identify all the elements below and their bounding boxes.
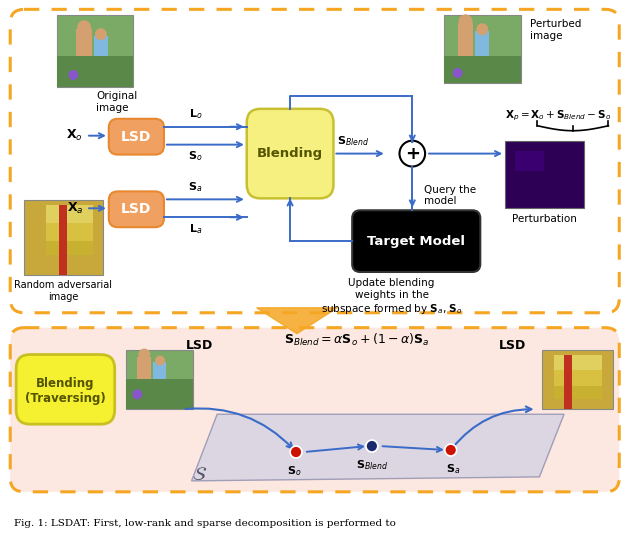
Text: Blending
(Traversing): Blending (Traversing) xyxy=(25,377,106,405)
Bar xyxy=(138,357,151,397)
Bar xyxy=(554,370,602,386)
Text: $\mathbf{S}_{Blend}$: $\mathbf{S}_{Blend}$ xyxy=(337,134,369,148)
Polygon shape xyxy=(257,308,337,334)
Text: $\mathbf{X}_o$: $\mathbf{X}_o$ xyxy=(67,128,83,143)
Bar xyxy=(564,354,572,409)
Circle shape xyxy=(399,141,425,166)
Text: Target Model: Target Model xyxy=(367,235,465,248)
Text: $\mathbf{S}_a$: $\mathbf{S}_a$ xyxy=(445,462,460,476)
Circle shape xyxy=(77,20,91,34)
Bar xyxy=(444,15,521,83)
Bar xyxy=(554,354,602,370)
Text: $\mathbf{S}_{Blend} = \alpha\mathbf{S}_o + (1-\alpha)\mathbf{S}_a$: $\mathbf{S}_{Blend} = \alpha\mathbf{S}_o… xyxy=(284,332,430,348)
Text: Perturbation: Perturbation xyxy=(512,214,577,224)
FancyBboxPatch shape xyxy=(10,10,620,313)
Bar xyxy=(45,205,93,223)
Text: $\mathbf{S}_a$: $\mathbf{S}_a$ xyxy=(188,181,203,195)
Circle shape xyxy=(95,28,107,40)
Text: LSD: LSD xyxy=(499,339,527,352)
Bar xyxy=(24,200,103,275)
Text: $\mathbf{S}_o$: $\mathbf{S}_o$ xyxy=(188,150,203,164)
Text: LSD: LSD xyxy=(121,203,152,216)
Circle shape xyxy=(445,444,457,456)
Text: Blending: Blending xyxy=(257,147,323,160)
Text: Random adversarial
image: Random adversarial image xyxy=(15,280,113,302)
Bar xyxy=(458,23,474,67)
Bar xyxy=(125,350,193,409)
Bar xyxy=(56,15,133,87)
Text: Fig. 1: LSDAT: First, low-rank and sparse decomposition is performed to: Fig. 1: LSDAT: First, low-rank and spars… xyxy=(14,519,396,528)
Circle shape xyxy=(459,14,472,28)
Bar xyxy=(444,56,521,83)
Circle shape xyxy=(132,389,142,399)
Bar xyxy=(45,241,93,255)
Bar xyxy=(515,151,545,171)
FancyBboxPatch shape xyxy=(247,109,333,198)
Circle shape xyxy=(366,440,378,452)
Circle shape xyxy=(452,68,463,78)
Bar xyxy=(125,379,193,409)
Bar xyxy=(153,362,166,397)
Circle shape xyxy=(138,349,150,360)
Circle shape xyxy=(476,23,488,35)
Bar xyxy=(45,223,93,241)
Text: $\mathbf{S}_{Blend}$: $\mathbf{S}_{Blend}$ xyxy=(356,458,388,472)
Text: $\mathbf{X}_a$: $\mathbf{X}_a$ xyxy=(67,201,83,216)
Bar xyxy=(554,386,602,399)
Circle shape xyxy=(155,356,165,366)
Bar xyxy=(60,205,67,275)
Text: $\mathbf{L}_a$: $\mathbf{L}_a$ xyxy=(189,222,202,236)
Polygon shape xyxy=(191,414,564,481)
Bar xyxy=(76,29,92,71)
FancyBboxPatch shape xyxy=(16,354,115,424)
Bar xyxy=(505,141,584,208)
Text: $\mathbf{X}_p = \mathbf{X}_o + \mathbf{S}_{Blend} - \mathbf{S}_o$: $\mathbf{X}_p = \mathbf{X}_o + \mathbf{S… xyxy=(505,109,611,123)
Bar xyxy=(56,56,133,87)
FancyBboxPatch shape xyxy=(352,211,480,272)
Text: Original
image: Original image xyxy=(96,91,137,112)
Text: +: + xyxy=(404,144,420,163)
Text: Query the
model: Query the model xyxy=(424,184,476,206)
Bar xyxy=(94,36,108,71)
Text: LSD: LSD xyxy=(186,339,213,352)
Bar xyxy=(476,31,489,67)
Text: LSD: LSD xyxy=(121,130,152,144)
Text: Perturbed
image: Perturbed image xyxy=(529,19,581,41)
FancyBboxPatch shape xyxy=(109,119,164,155)
Text: $\mathbf{S}_o$: $\mathbf{S}_o$ xyxy=(287,464,301,478)
Circle shape xyxy=(290,446,302,458)
Bar xyxy=(542,350,613,409)
FancyBboxPatch shape xyxy=(10,328,620,492)
Circle shape xyxy=(68,70,78,80)
Text: Update blending
weights in the
subspace formed by $\mathbf{S}_a$, $\mathbf{S}_o$: Update blending weights in the subspace … xyxy=(321,278,462,316)
Text: $\mathbf{L}_o$: $\mathbf{L}_o$ xyxy=(189,107,202,121)
Text: $\mathcal{S}$: $\mathcal{S}$ xyxy=(192,465,207,484)
FancyBboxPatch shape xyxy=(109,191,164,227)
